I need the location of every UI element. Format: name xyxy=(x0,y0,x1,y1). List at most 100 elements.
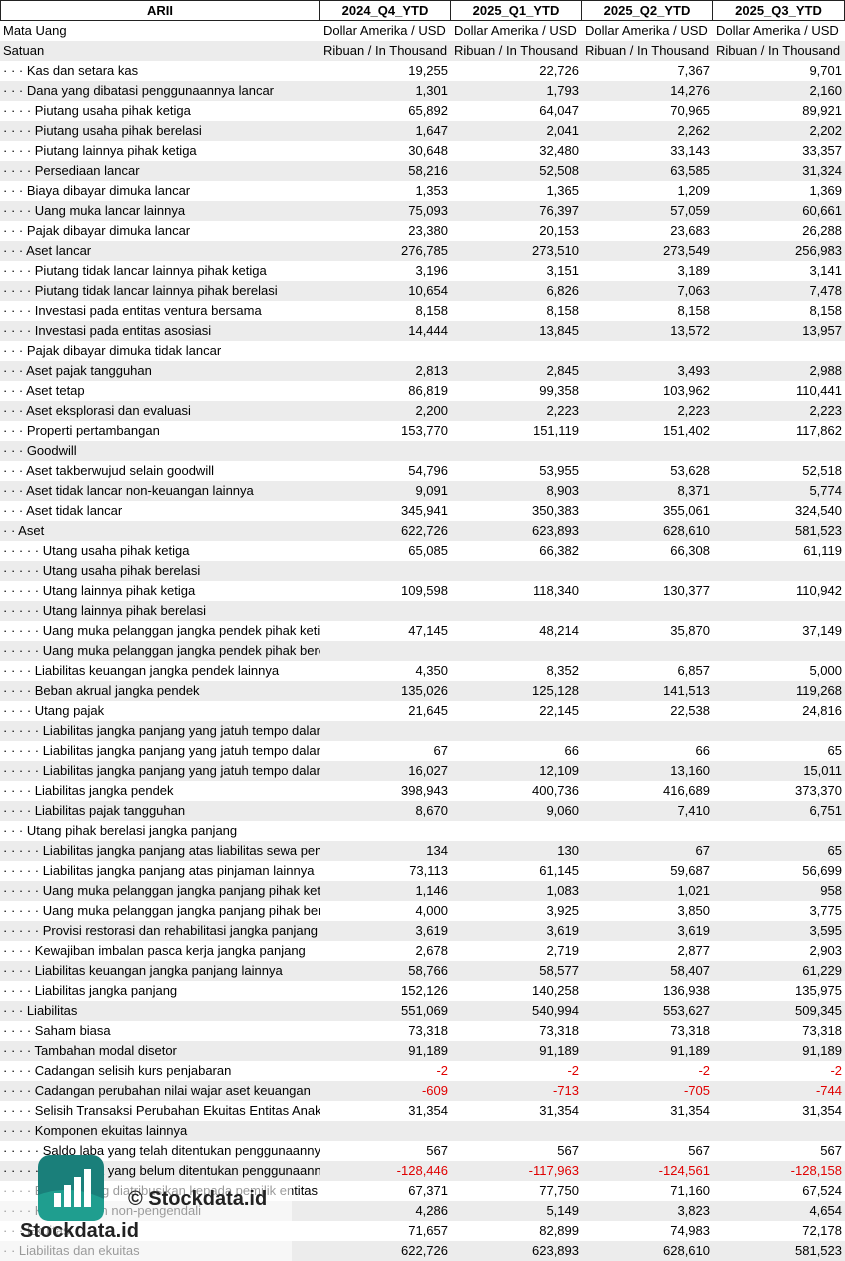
value-cell: 5,149 xyxy=(546,1203,579,1218)
value-cell: 125,128 xyxy=(532,683,579,698)
value-cell: 2,845 xyxy=(546,363,579,378)
row-label: · · · · Kewajiban imbalan pasca kerja ja… xyxy=(3,943,306,958)
value-cell: 5,774 xyxy=(809,483,842,498)
value-cell: 135,975 xyxy=(795,983,842,998)
row-label: · · · · · Provisi restorasi dan rehabili… xyxy=(3,923,319,938)
value-cell: 65 xyxy=(827,743,842,758)
table-row: · · · · Uang muka lancar lainnya 75,093 76… xyxy=(0,201,845,221)
table-row: · · · · Piutang usaha pihak berelasi 1,64… xyxy=(0,121,845,141)
value-cell: 23,683 xyxy=(670,223,710,238)
value-cell xyxy=(713,721,845,741)
row-label: · · · · Liabilitas jangka pendek xyxy=(3,783,174,798)
row-label: · · · · · Liabilitas jangka panjang atas… xyxy=(3,843,320,858)
value-cell xyxy=(582,561,713,581)
value-cell: 2,678 xyxy=(415,943,448,958)
value-cell: 75,093 xyxy=(408,203,448,218)
value-cell: 958 xyxy=(820,883,842,898)
value-cell: 73,113 xyxy=(409,863,448,878)
value-cell: 57,059 xyxy=(670,203,710,218)
column-header: 2025_Q2_YTD xyxy=(582,0,713,21)
table-row: · · · · Piutang tidak lancar lainnya pih… xyxy=(0,261,845,281)
row-label: · · · · · Uang muka pelanggan jangka pan… xyxy=(3,903,320,918)
table-row: · · · Aset tetap 86,819 99,358 103,962 110,4… xyxy=(0,381,845,401)
value-cell: 416,689 xyxy=(663,783,710,798)
table-row: · · · · · Provisi restorasi dan rehabili… xyxy=(0,921,845,941)
row-label: · · · · · Uang muka pelanggan jangka pen… xyxy=(3,623,320,638)
value-cell: 58,577 xyxy=(539,963,579,978)
value-cell: 2,041 xyxy=(546,123,579,138)
value-cell: 623,893 xyxy=(532,523,579,538)
table-row: · · · · · Saldo laba yang belum ditentuk… xyxy=(0,1161,845,1181)
value-cell: -124,561 xyxy=(658,1163,710,1178)
row-label: · · · · Piutang usaha pihak berelasi xyxy=(3,123,202,138)
row-label: · · · · Liabilitas pajak tangguhan xyxy=(3,803,186,818)
value-cell: 21,645 xyxy=(408,703,448,718)
value-cell: 33,143 xyxy=(670,143,710,158)
value-cell: 61,119 xyxy=(803,543,842,558)
table-row: · · · · · Uang muka pelanggan jangka pen… xyxy=(0,621,845,641)
value-cell xyxy=(320,341,451,361)
value-cell: 71,160 xyxy=(670,1183,710,1198)
table-row: · · · · · Utang usaha pihak berelasi xyxy=(0,561,845,581)
row-label: · · · · Investasi pada entitas ventura b… xyxy=(3,303,262,318)
table-row: · · · · · Uang muka pelanggan jangka pan… xyxy=(0,881,845,901)
value-cell: 2,877 xyxy=(677,943,710,958)
value-cell: 3,619 xyxy=(677,923,710,938)
value-cell: 52,508 xyxy=(539,163,579,178)
value-cell: 14,444 xyxy=(408,323,448,338)
table-row: · · · · Cadangan selisih kurs penjabaran… xyxy=(0,1061,845,1081)
value-cell: 350,383 xyxy=(532,503,579,518)
row-label: · · · · Liabilitas keuangan jangka pende… xyxy=(3,663,280,678)
table-row: · · · · · Liabilitas jangka panjang yang… xyxy=(0,761,845,781)
value-cell: 400,736 xyxy=(532,783,579,798)
value-cell: 31,354 xyxy=(670,1103,710,1118)
value-cell: 61,229 xyxy=(802,963,842,978)
value-cell: 3,595 xyxy=(809,923,842,938)
value-cell: 30,648 xyxy=(408,143,448,158)
value-cell: 37,149 xyxy=(802,623,842,638)
table-row: · · · · Persediaan lancar 58,216 52,508 63,… xyxy=(0,161,845,181)
column-header: 2024_Q4_YTD xyxy=(320,0,451,21)
row-label: · · · · Piutang tidak lancar lainnya pih… xyxy=(3,283,278,298)
row-label: · · · Liabilitas xyxy=(3,1003,78,1018)
value-cell: 13,572 xyxy=(670,323,710,338)
value-cell: 3,493 xyxy=(677,363,710,378)
value-cell: 26,288 xyxy=(802,223,842,238)
row-label: · · · · Cadangan selisih kurs penjabaran xyxy=(3,1063,232,1078)
value-cell: 35,870 xyxy=(670,623,710,638)
value-cell: 65 xyxy=(827,843,842,858)
value-cell: 3,925 xyxy=(546,903,579,918)
value-cell: 66,382 xyxy=(539,543,579,558)
table-row: · · · Aset pajak tangguhan 2,813 2,845 3,49… xyxy=(0,361,845,381)
value-cell: 567 xyxy=(557,1143,579,1158)
value-cell: 8,158 xyxy=(546,303,579,318)
value-cell: 73,318 xyxy=(802,1023,842,1038)
value-cell: 118,340 xyxy=(532,583,579,598)
value-cell: 2,160 xyxy=(809,83,842,98)
value-cell: 398,943 xyxy=(401,783,448,798)
value-cell: 540,994 xyxy=(532,1003,579,1018)
value-cell: -2 xyxy=(698,1063,710,1078)
value-cell: 8,158 xyxy=(677,303,710,318)
row-label: · · · · Persediaan lancar xyxy=(3,163,140,178)
value-cell: 31,354 xyxy=(408,1103,448,1118)
row-label: · · · · Beban akrual jangka pendek xyxy=(3,683,200,698)
value-cell: 14,276 xyxy=(670,83,710,98)
value-cell: 622,726 xyxy=(401,523,448,538)
column-header: 2025_Q1_YTD xyxy=(451,0,582,21)
value-cell: 110,942 xyxy=(795,583,842,598)
table-row: · · · · Liabilitas jangka pendek 398,943 4… xyxy=(0,781,845,801)
row-label: · · · · Komponen ekuitas lainnya xyxy=(3,1123,188,1138)
value-cell xyxy=(451,821,582,841)
value-cell: 3,823 xyxy=(677,1203,710,1218)
row-label: · · · Aset tidak lancar non-keuangan lai… xyxy=(3,483,254,498)
table-row: Satuan Ribuan / In Thousand Ribuan / In Th… xyxy=(0,41,845,61)
value-cell: 60,661 xyxy=(802,203,842,218)
table-row: · · · · Liabilitas jangka panjang 152,126… xyxy=(0,981,845,1001)
table-row: · · · · Piutang lainnya pihak ketiga 30,6… xyxy=(0,141,845,161)
row-label: · · · · · Liabilitas jangka panjang yang… xyxy=(3,743,320,758)
row-label: · · · · Liabilitas jangka panjang xyxy=(3,983,178,998)
watermark-logo xyxy=(38,1155,104,1221)
value-cell: -2 xyxy=(436,1063,448,1078)
